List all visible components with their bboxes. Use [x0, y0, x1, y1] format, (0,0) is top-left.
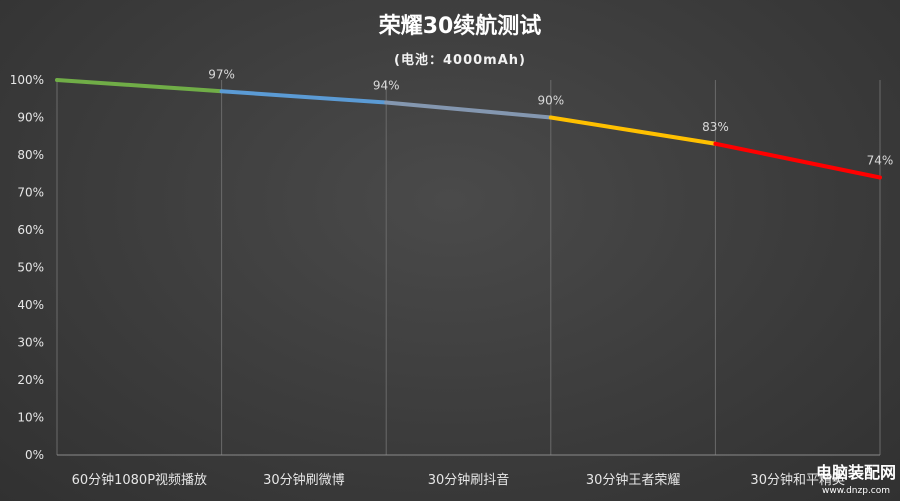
- line-segment: [713, 141, 882, 180]
- y-tick-label: 70%: [17, 186, 44, 200]
- y-tick-label: 0%: [25, 448, 44, 462]
- data-label: 74%: [867, 154, 894, 168]
- y-tick-label: 50%: [17, 261, 44, 275]
- series-line: [55, 78, 882, 180]
- y-tick-label: 100%: [10, 73, 44, 87]
- x-tick-label: 30分钟王者荣耀: [586, 472, 681, 488]
- y-tick-label: 40%: [17, 298, 44, 312]
- y-axis-ticks: 0% 10% 20% 30% 40% 50% 60% 70% 80% 90% 100%: [10, 73, 44, 462]
- x-tick-label: 30分钟刷微博: [263, 472, 345, 488]
- data-label: 97%: [208, 67, 235, 81]
- watermark: 电脑装配网 www.dnzp.com: [816, 463, 896, 496]
- y-tick-label: 80%: [17, 148, 44, 162]
- watermark-sub: www.dnzp.com: [822, 486, 890, 496]
- data-label: 94%: [373, 79, 400, 93]
- grid-layer: [56, 80, 881, 456]
- watermark-main: 电脑装配网: [816, 463, 896, 482]
- line-segment: [55, 78, 224, 94]
- y-tick-label: 10%: [17, 411, 44, 425]
- x-tick-label: 60分钟1080P视频播放: [72, 472, 207, 488]
- data-label: 90%: [537, 94, 564, 108]
- line-segment: [384, 100, 553, 120]
- y-tick-label: 90%: [17, 111, 44, 125]
- y-tick-label: 30%: [17, 336, 44, 350]
- data-label: 83%: [702, 120, 729, 134]
- x-tick-label: 30分钟刷抖音: [428, 472, 510, 488]
- chart-title: 荣耀30续航测试: [378, 13, 542, 39]
- x-tick-label: 30分钟和平精英: [750, 472, 845, 488]
- y-tick-label: 20%: [17, 373, 44, 387]
- line-segment: [548, 115, 718, 146]
- y-tick-label: 60%: [17, 223, 44, 237]
- chart-subtitle: (电池：4000mAh): [394, 52, 526, 68]
- x-axis-ticks: 60分钟1080P视频播放 30分钟刷微博 30分钟刷抖音 30分钟王者荣耀 30分钟和…: [72, 472, 845, 488]
- line-segment: [219, 89, 389, 105]
- data-labels: 97% 94% 90% 83% 74%: [208, 67, 893, 167]
